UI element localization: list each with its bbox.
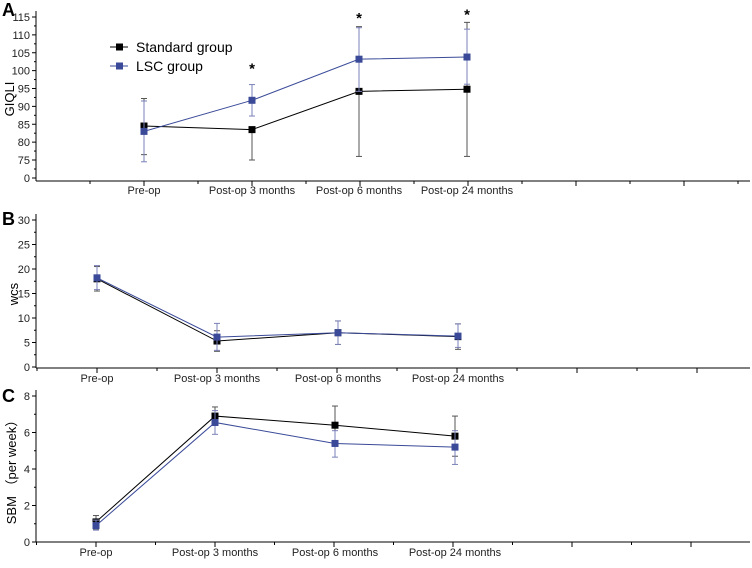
- y-axis-label: SBM （per week）: [4, 414, 19, 525]
- y-tick-label: 4: [24, 464, 30, 476]
- y-tick-label: 25: [18, 240, 30, 252]
- y-tick-label: 85: [18, 119, 30, 131]
- data-point: [140, 127, 148, 135]
- panel-b: B 0 5 10 15 20 25 30 wcs Pre-op Post-op 3 months Po…: [2, 209, 750, 385]
- x-tick-label: Post-op 6 months: [316, 185, 403, 197]
- x-tick-label: Post-op 3 months: [209, 185, 296, 197]
- panel-label: C: [2, 386, 15, 406]
- x-tick-label: Post-op 24 months: [412, 373, 505, 385]
- y-axis-label: wcs: [6, 282, 21, 306]
- x-tick-label: Post-op 24 months: [409, 547, 502, 559]
- series-lsc: [140, 27, 471, 163]
- series-line: [95, 421, 456, 526]
- y-tick-label: 10: [18, 313, 30, 325]
- series-line: [96, 278, 459, 342]
- y-tick-label: 75: [18, 155, 30, 167]
- significance-star: *: [249, 60, 255, 77]
- data-point: [463, 53, 471, 61]
- y-tick-label: 0: [24, 173, 30, 185]
- data-point: [451, 443, 459, 451]
- series-standard: [93, 266, 462, 352]
- legend-marker: [116, 43, 123, 51]
- x-tick-label: Post-op 3 months: [174, 373, 261, 385]
- data-point: [355, 55, 363, 63]
- x-tick-label: Pre-op: [79, 547, 112, 559]
- y-tick-label: 115: [12, 12, 30, 24]
- series-lsc: [93, 265, 462, 351]
- y-tick-label: 20: [18, 264, 30, 276]
- x-tick-label: Post-op 6 months: [292, 547, 379, 559]
- x-tick-label: Post-op 3 months: [172, 547, 259, 559]
- y-tick-label: 0: [24, 362, 30, 374]
- series-line: [95, 415, 456, 523]
- y-tick-label: 100: [12, 66, 30, 78]
- significance-star: *: [464, 7, 470, 24]
- series-line: [96, 277, 459, 338]
- x-tick-label: Pre-op: [127, 185, 160, 197]
- panel-a: A 0 75 80 85 90 95 100 105 110 115 GIQLI Pre-op Post-…: [2, 0, 750, 197]
- panel-label: A: [2, 0, 15, 20]
- y-tick-label: 6: [24, 428, 30, 440]
- y-tick-label: 15: [18, 289, 30, 301]
- significance-star: *: [356, 10, 362, 27]
- y-tick-label: 90: [18, 101, 30, 113]
- data-point: [334, 329, 342, 337]
- data-point: [93, 274, 101, 282]
- x-tick-label: Post-op 24 months: [421, 185, 514, 197]
- y-tick-label: 110: [12, 30, 30, 42]
- legend-label: Standard group: [136, 39, 233, 55]
- y-tick-label: 105: [12, 48, 30, 60]
- y-axis-label: GIQLI: [2, 82, 17, 117]
- y-tick-label: 2: [24, 501, 30, 513]
- y-tick-label: 80: [18, 137, 30, 149]
- panel-label: B: [2, 209, 15, 229]
- series-line: [143, 88, 468, 131]
- data-point: [248, 126, 256, 134]
- legend-label: LSC group: [136, 58, 203, 74]
- x-tick-label: Pre-op: [80, 373, 113, 385]
- y-tick-label: 95: [18, 84, 30, 96]
- data-point: [92, 522, 100, 530]
- y-tick-label: 5: [24, 338, 30, 350]
- y-tick-label: 8: [24, 391, 30, 403]
- data-point: [331, 439, 339, 447]
- y-tick-label: 0: [24, 537, 30, 549]
- data-point: [454, 332, 462, 340]
- data-point: [463, 85, 471, 93]
- data-point: [213, 333, 221, 341]
- data-point: [211, 418, 219, 426]
- series-line: [143, 56, 468, 132]
- legend-marker: [116, 62, 123, 70]
- series-lsc: [92, 410, 459, 531]
- data-point: [331, 421, 339, 429]
- data-point: [248, 96, 256, 104]
- x-tick-label: Post-op 6 months: [295, 373, 382, 385]
- y-tick-label: 30: [18, 215, 30, 227]
- panel-c: C 0 2 4 6 8 SBM （per week） Pre-op Post-op 3 mont…: [2, 386, 750, 559]
- legend: Standard group LSC group: [110, 39, 233, 74]
- series-standard: [92, 405, 459, 530]
